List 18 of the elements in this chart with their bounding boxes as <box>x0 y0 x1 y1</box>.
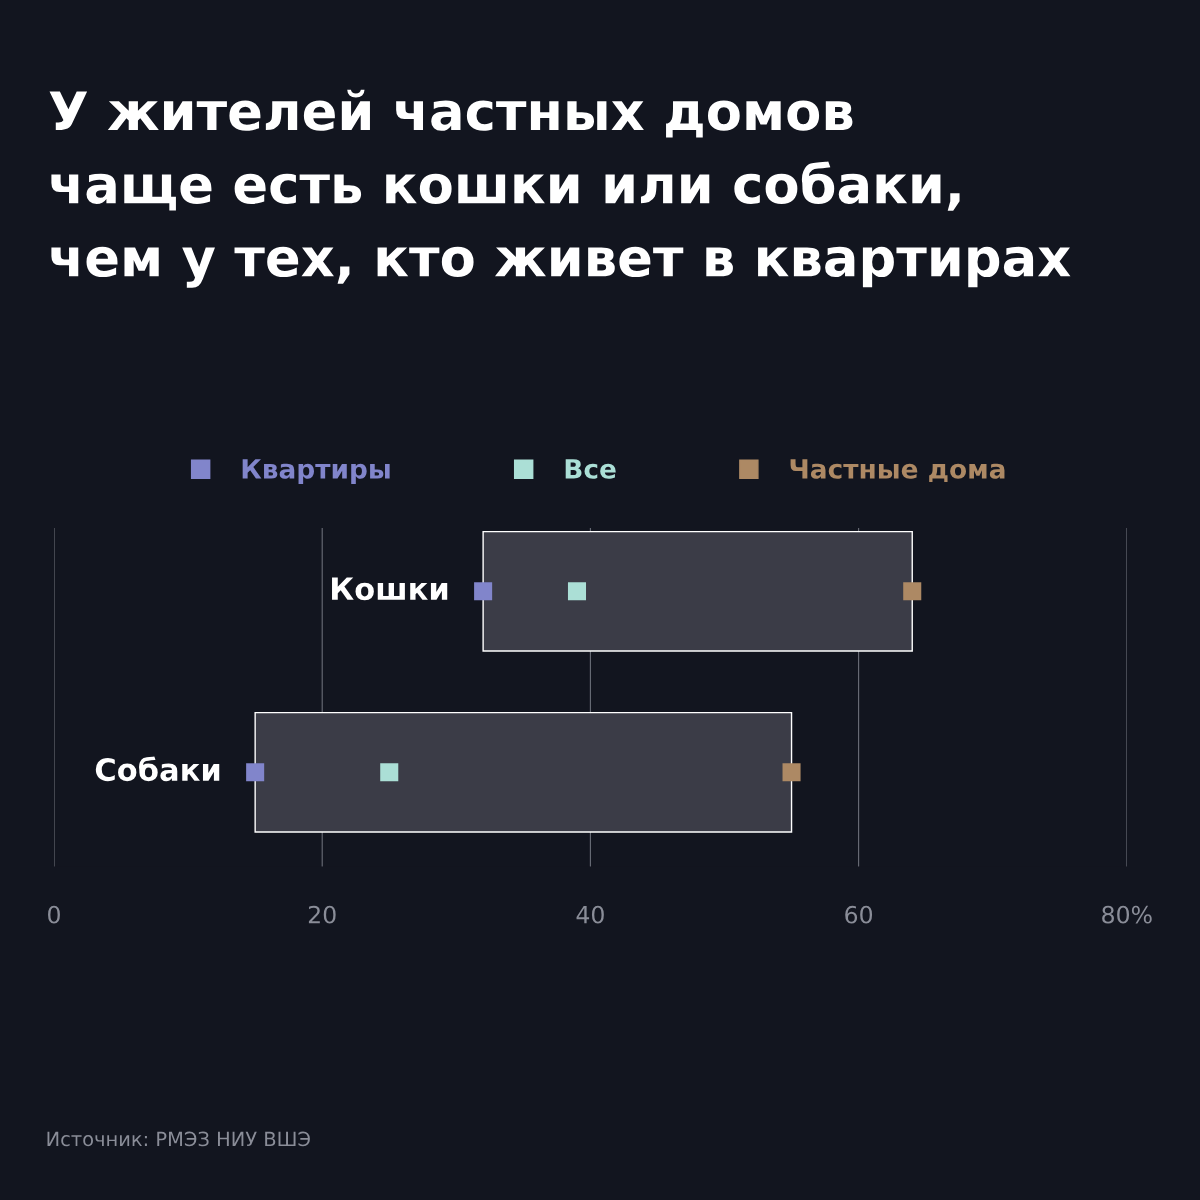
x-tick-label: 20 <box>308 905 336 924</box>
point <box>380 763 399 782</box>
y-tick-label: Кошки <box>332 577 448 601</box>
point <box>782 763 801 782</box>
x-tick-label: 0 <box>48 905 60 924</box>
point <box>474 582 493 601</box>
text: Источник: РМЭЗ НИУ ВШЭ <box>47 1131 310 1147</box>
point <box>903 582 922 601</box>
point <box>567 582 587 601</box>
legend-label: Частные дома <box>790 459 1005 483</box>
chart-title: У жителей частных домов чаще есть кошки или собаки, чем у тех, кто живет в квартирах <box>49 89 1071 288</box>
point <box>246 763 265 782</box>
x-tick-label: 40 <box>576 905 604 924</box>
y-tick-label: Собаки <box>95 756 220 782</box>
x-tick-label: 80% <box>1102 905 1152 924</box>
legend-label: Квартиры <box>242 459 390 484</box>
x-tick-label: 60 <box>845 905 873 924</box>
legend-label: Все <box>565 459 616 479</box>
